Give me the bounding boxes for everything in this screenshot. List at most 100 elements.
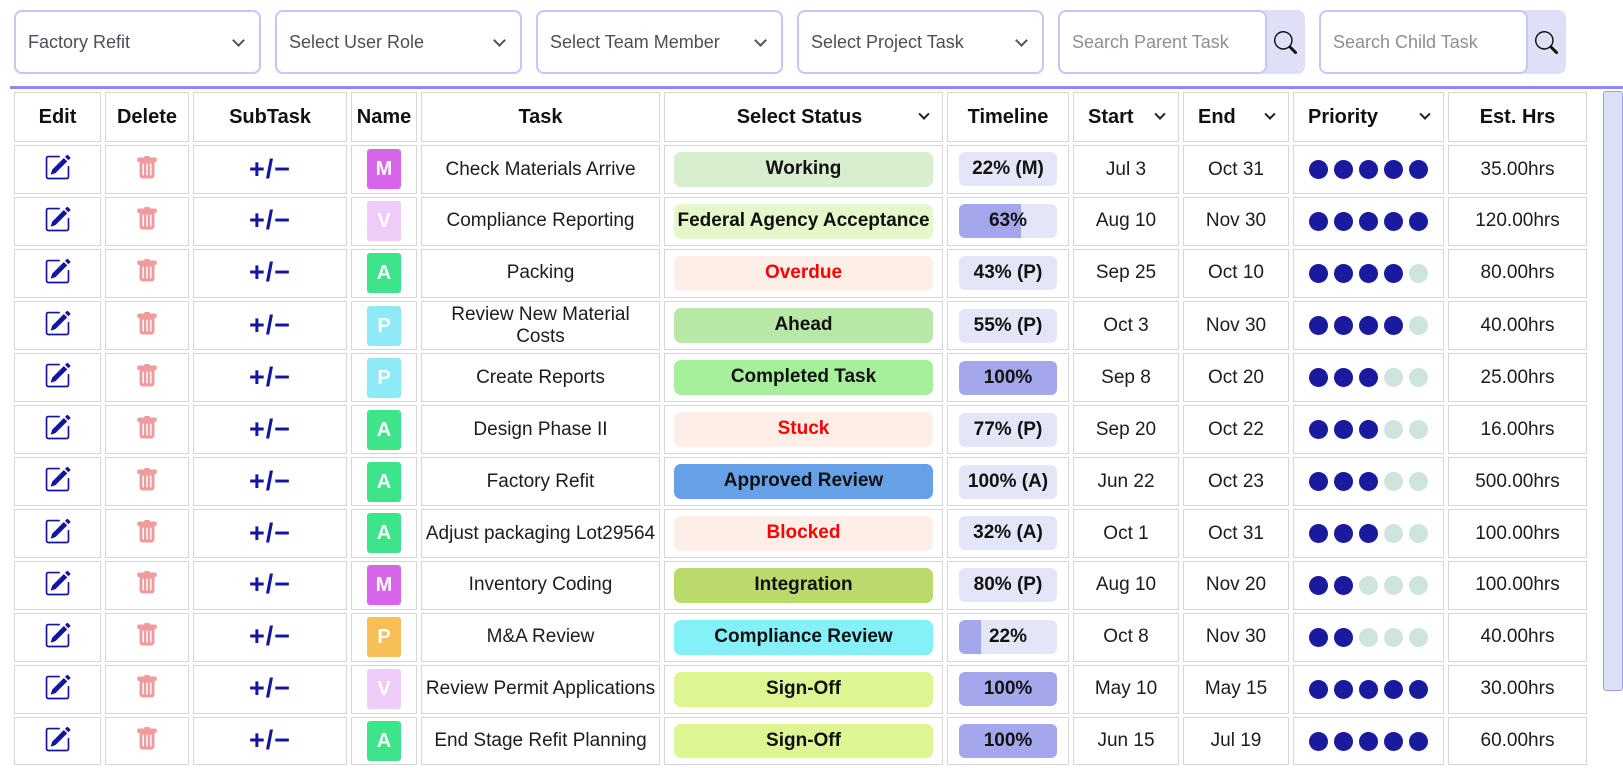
delete-button[interactable] (133, 518, 161, 546)
est-hours-cell: 80.00hrs (1448, 248, 1587, 298)
table-row: +/− M Check Materials Arrive Working 22%… (14, 145, 1587, 194)
delete-button[interactable] (133, 621, 161, 649)
priority-dot-filled (1409, 731, 1428, 751)
priority-dots (1306, 471, 1431, 492)
subtask-toggle-button[interactable]: +/− (248, 309, 292, 340)
edit-button[interactable] (42, 464, 73, 495)
status-pill[interactable]: Compliance Review (674, 619, 933, 655)
delete-button[interactable] (133, 414, 161, 442)
delete-button[interactable] (133, 725, 161, 753)
priority-dot-filled (1359, 472, 1378, 492)
name-badge: P (367, 305, 401, 346)
priority-dot-filled (1384, 160, 1403, 179)
status-cell: Sign-Off (664, 664, 943, 714)
timeline-label: 80% (P) (973, 574, 1043, 596)
subtask-toggle-button[interactable]: +/− (248, 725, 292, 756)
column-header-name: Name (351, 92, 417, 142)
status-pill[interactable]: Sign-Off (674, 671, 933, 707)
subtask-toggle-button[interactable]: +/− (248, 673, 292, 704)
status-pill[interactable]: Ahead (674, 308, 933, 343)
start-date-cell: Oct 3 (1073, 300, 1179, 351)
edit-button[interactable] (42, 412, 73, 443)
delete-button[interactable] (133, 257, 161, 285)
edit-cell (14, 300, 101, 351)
column-header-select-status[interactable]: Select Status (664, 92, 943, 142)
team-member-select[interactable]: Select Team Member (536, 10, 783, 74)
chevron-down-icon (1419, 108, 1431, 120)
subtask-cell: +/− (193, 145, 347, 194)
delete-button[interactable] (133, 154, 161, 182)
subtask-toggle-button[interactable]: +/− (248, 621, 292, 652)
priority-dot-empty (1384, 524, 1403, 544)
vertical-scrollbar[interactable] (1603, 91, 1623, 691)
priority-dot-empty (1384, 472, 1403, 492)
priority-dot-empty (1384, 627, 1403, 647)
edit-pencil-icon (45, 518, 71, 544)
timeline-bar: 77% (P) (959, 412, 1057, 447)
priority-dot-empty (1384, 420, 1403, 440)
status-pill[interactable]: Completed Task (674, 360, 933, 396)
timeline-label: 100% (983, 366, 1033, 388)
subtask-toggle-button[interactable]: +/− (248, 153, 292, 184)
edit-button[interactable] (42, 724, 73, 755)
column-header-start[interactable]: Start (1073, 92, 1179, 142)
priority-dot-filled (1359, 160, 1378, 179)
start-date-cell: Jun 15 (1073, 716, 1179, 766)
edit-button[interactable] (42, 152, 73, 183)
edit-button[interactable] (42, 308, 73, 339)
project-task-filter: Select Project Task (797, 10, 1044, 74)
user-role-select[interactable]: Select User Role (275, 10, 522, 74)
chevron-down-icon (1154, 108, 1166, 120)
subtask-toggle-button[interactable]: +/− (248, 517, 292, 548)
task-cell: Check Materials Arrive (421, 145, 660, 194)
edit-button[interactable] (42, 204, 73, 235)
subtask-toggle-button[interactable]: +/− (248, 413, 292, 444)
edit-button[interactable] (42, 516, 73, 547)
column-header-task: Task (421, 92, 660, 142)
priority-dot-empty (1409, 575, 1428, 595)
priority-dot-filled (1334, 316, 1353, 336)
est-hours-cell: 120.00hrs (1448, 196, 1587, 246)
start-date-cell: Oct 1 (1073, 509, 1179, 558)
timeline-progress-fill (959, 360, 1057, 395)
status-pill[interactable]: Integration (674, 567, 933, 603)
delete-button[interactable] (133, 466, 161, 494)
edit-button[interactable] (42, 672, 73, 703)
project-task-select[interactable]: Select Project Task (797, 10, 1044, 74)
subtask-toggle-button[interactable]: +/− (248, 257, 292, 288)
delete-button[interactable] (133, 673, 161, 701)
priority-dot-filled (1359, 679, 1378, 699)
edit-button[interactable] (42, 256, 73, 287)
task-cell: Adjust packaging Lot29564 (421, 509, 660, 558)
subtask-toggle-button[interactable]: +/− (248, 205, 292, 236)
subtask-toggle-button[interactable]: +/− (248, 569, 292, 600)
status-pill[interactable]: Federal Agency Acceptance (674, 203, 933, 239)
delete-button[interactable] (133, 205, 161, 233)
status-pill[interactable]: Working (674, 152, 933, 187)
status-pill[interactable]: Blocked (674, 516, 933, 551)
task-cell: Review Permit Applications (421, 664, 660, 714)
edit-button[interactable] (42, 360, 73, 391)
parent-task-search-input[interactable] (1058, 10, 1267, 74)
edit-cell (14, 353, 101, 403)
edit-button[interactable] (42, 620, 73, 651)
subtask-toggle-button[interactable]: +/− (248, 361, 292, 392)
edit-button[interactable] (42, 568, 73, 599)
edit-pencil-icon (45, 726, 71, 751)
status-pill[interactable]: Approved Review (674, 464, 933, 500)
subtask-toggle-button[interactable]: +/− (248, 465, 292, 496)
priority-cell (1293, 300, 1444, 351)
delete-cell (105, 248, 189, 298)
name-badge: A (367, 253, 401, 294)
timeline-bar: 32% (A) (959, 516, 1057, 551)
child-task-search-input[interactable] (1319, 10, 1528, 74)
status-pill[interactable]: Overdue (674, 255, 933, 291)
project-select[interactable]: Factory Refit (14, 10, 261, 74)
delete-button[interactable] (133, 569, 161, 597)
delete-button[interactable] (133, 310, 161, 338)
column-header-end[interactable]: End (1183, 92, 1289, 142)
status-pill[interactable]: Sign-Off (674, 723, 933, 759)
status-pill[interactable]: Stuck (674, 412, 933, 448)
delete-button[interactable] (133, 362, 161, 390)
column-header-priority[interactable]: Priority (1293, 92, 1444, 142)
